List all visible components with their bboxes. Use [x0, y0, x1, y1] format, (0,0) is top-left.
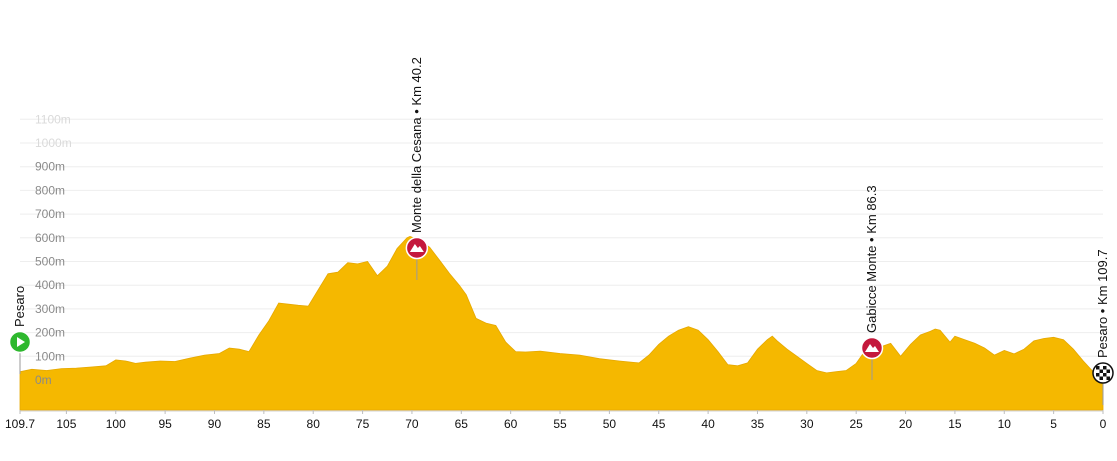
waypoint-label: Pesaro • Km 109.7	[1095, 249, 1110, 358]
x-tick-label: 60	[504, 417, 518, 431]
checker-square	[1103, 366, 1107, 370]
x-tick-label: 70	[405, 417, 419, 431]
waypoint-label: Pesaro	[12, 286, 27, 327]
checker-square	[1099, 376, 1103, 380]
checker-square	[1096, 373, 1100, 377]
x-axis-ticks: 109.7 105 100 95 90 85 80 75 70 65 60 55 50 45 40 35 30 2…	[5, 410, 1107, 431]
checker-square	[1106, 376, 1110, 380]
y-tick-label: 800m	[35, 183, 65, 197]
y-tick-label: 700m	[35, 207, 65, 221]
y-tick-label: 400m	[35, 278, 65, 292]
x-tick-label: 80	[307, 417, 321, 431]
waypoints: Pesaro Monte della Cesana • Km 40.2 Gabicc…	[8, 57, 1114, 405]
waypoint-finish: Pesaro • Km 109.7	[1092, 249, 1114, 405]
x-tick-label: 25	[850, 417, 864, 431]
y-tick-label: 1000m	[35, 136, 72, 150]
x-tick-label: 5	[1050, 417, 1057, 431]
x-tick-label: 35	[751, 417, 765, 431]
y-tick-label: 300m	[35, 302, 65, 316]
grid-lines	[20, 118, 1103, 357]
x-tick-label: 40	[701, 417, 715, 431]
waypoint-climb: Gabicce Monte • Km 86.3	[860, 185, 884, 380]
x-tick-label: 65	[455, 417, 469, 431]
checker-square	[1103, 373, 1107, 377]
x-tick-label: 30	[800, 417, 814, 431]
checker-square	[1096, 366, 1100, 370]
elevation-series	[19, 235, 1104, 411]
y-tick-label: 200m	[35, 326, 65, 340]
x-tick-label: 10	[998, 417, 1012, 431]
elevation-area	[19, 235, 1104, 411]
x-tick-label: 95	[158, 417, 172, 431]
y-tick-label: 900m	[35, 160, 65, 174]
y-tick-label: 600m	[35, 231, 65, 245]
mountain-glyph	[864, 344, 879, 352]
x-tick-label: 75	[356, 417, 370, 431]
checker-square	[1106, 369, 1110, 373]
y-tick-label: 0m	[35, 373, 52, 387]
x-tick-label: 0	[1100, 417, 1107, 431]
y-tick-label: 500m	[35, 255, 65, 269]
x-tick-label: 90	[208, 417, 222, 431]
x-tick-label: 85	[257, 417, 271, 431]
x-tick-label: 50	[603, 417, 617, 431]
x-tick-label: 20	[899, 417, 913, 431]
x-tick-label: 55	[553, 417, 567, 431]
play-triangle	[17, 337, 25, 347]
x-tick-label: 109.7	[5, 417, 35, 431]
y-tick-label: 1100m	[35, 112, 71, 126]
waypoint-climb: Monte della Cesana • Km 40.2	[405, 57, 429, 280]
y-tick-label: 100m	[35, 349, 65, 363]
x-tick-label: 105	[56, 417, 76, 431]
x-tick-label: 15	[948, 417, 962, 431]
x-tick-label: 45	[652, 417, 666, 431]
waypoint-start: Pesaro	[8, 286, 32, 374]
waypoint-label: Gabicce Monte • Km 86.3	[864, 185, 879, 333]
waypoint-label: Monte della Cesana • Km 40.2	[409, 57, 424, 233]
checker-square	[1099, 369, 1103, 373]
x-tick-label: 100	[106, 417, 126, 431]
y-axis-ticks: 0m 100m 200m 300m 400m 500m 600m 700m 800m 900m 10…	[35, 112, 72, 387]
mountain-glyph	[409, 244, 424, 252]
